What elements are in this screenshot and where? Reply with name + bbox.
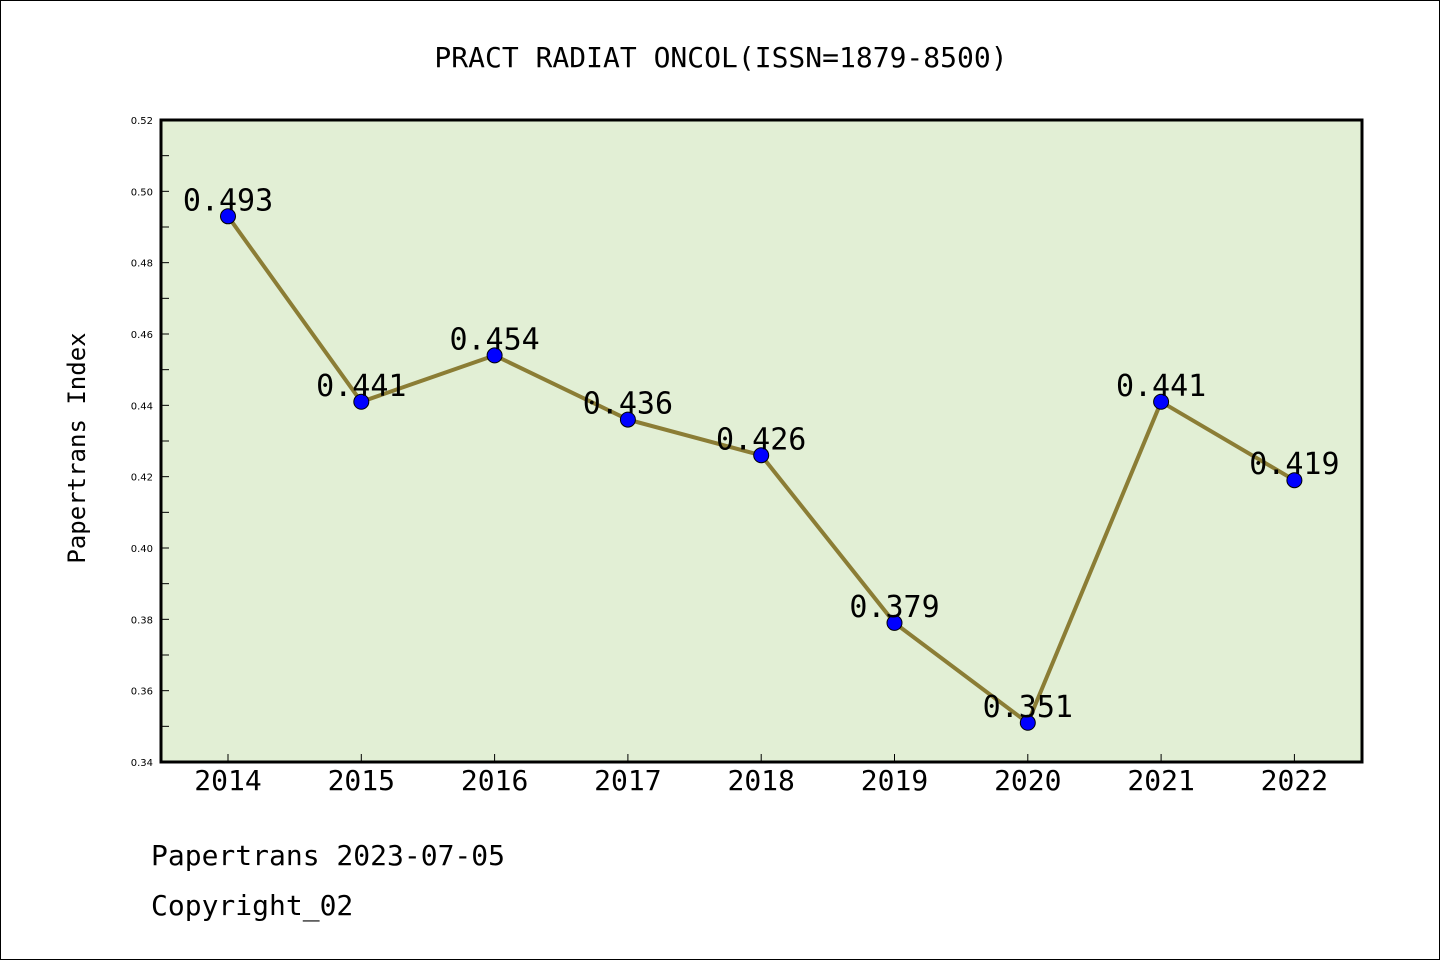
y-tick-label: 0.34 <box>131 758 153 769</box>
data-label: 0.454 <box>449 322 539 357</box>
series-line-group <box>220 208 1303 731</box>
data-label: 0.351 <box>983 690 1073 725</box>
y-tick-label: 0.48 <box>131 259 153 270</box>
plot-frame <box>159 118 1364 764</box>
x-tick-label: 2017 <box>594 764 661 797</box>
data-point <box>486 347 503 364</box>
footer-copyright: Copyright_02 <box>151 889 353 923</box>
y-axis-label: Papertrans Index <box>63 332 91 563</box>
y-tick-label: 0.46 <box>131 330 153 341</box>
data-label: 0.441 <box>1116 369 1206 404</box>
x-tick-label: 2021 <box>1127 764 1194 797</box>
y-tick-label: 0.42 <box>131 473 153 484</box>
x-tick-label: 2020 <box>994 764 1061 797</box>
y-tick-label: 0.40 <box>131 544 153 555</box>
data-label: 0.426 <box>716 422 806 457</box>
data-label: 0.493 <box>183 183 273 218</box>
data-point <box>886 614 903 631</box>
x-tick-label: 2016 <box>461 764 528 797</box>
y-tick-label: 0.36 <box>131 687 153 698</box>
data-point <box>1153 393 1170 410</box>
x-tick-label: 2019 <box>861 764 928 797</box>
footer-date: Papertrans 2023-07-05 <box>151 839 505 872</box>
data-point <box>220 208 236 225</box>
y-tick-label: 0.44 <box>131 401 153 412</box>
x-tick-label: 2015 <box>328 764 395 797</box>
data-labels-group: 0.493 0.441 0.454 0.436 0.426 0.379 0.351 0.441… <box>183 183 1340 724</box>
y-tick-label: 0.38 <box>131 615 153 626</box>
data-point <box>619 411 636 428</box>
x-tick-label: 2018 <box>727 764 794 797</box>
x-tick-label: 2014 <box>194 764 261 797</box>
chart-title: PRACT RADIAT ONCOL(ISSN=1879-8500) <box>434 41 1007 74</box>
x-axis: 2014 2015 2016 2017 2018 2019 2020 2021 2022 <box>194 754 1328 797</box>
plot-area <box>161 120 1362 762</box>
data-label: 0.419 <box>1249 447 1339 482</box>
data-point <box>753 447 770 464</box>
data-point <box>1286 472 1303 489</box>
data-point <box>353 393 370 410</box>
x-tick-label: 2022 <box>1261 764 1328 797</box>
y-tick-label: 0.50 <box>131 187 153 198</box>
data-label: 0.436 <box>583 387 673 422</box>
y-tick-label: 0.52 <box>131 116 153 127</box>
data-point <box>1019 714 1036 731</box>
data-label: 0.379 <box>849 590 939 625</box>
data-label: 0.441 <box>316 369 406 404</box>
